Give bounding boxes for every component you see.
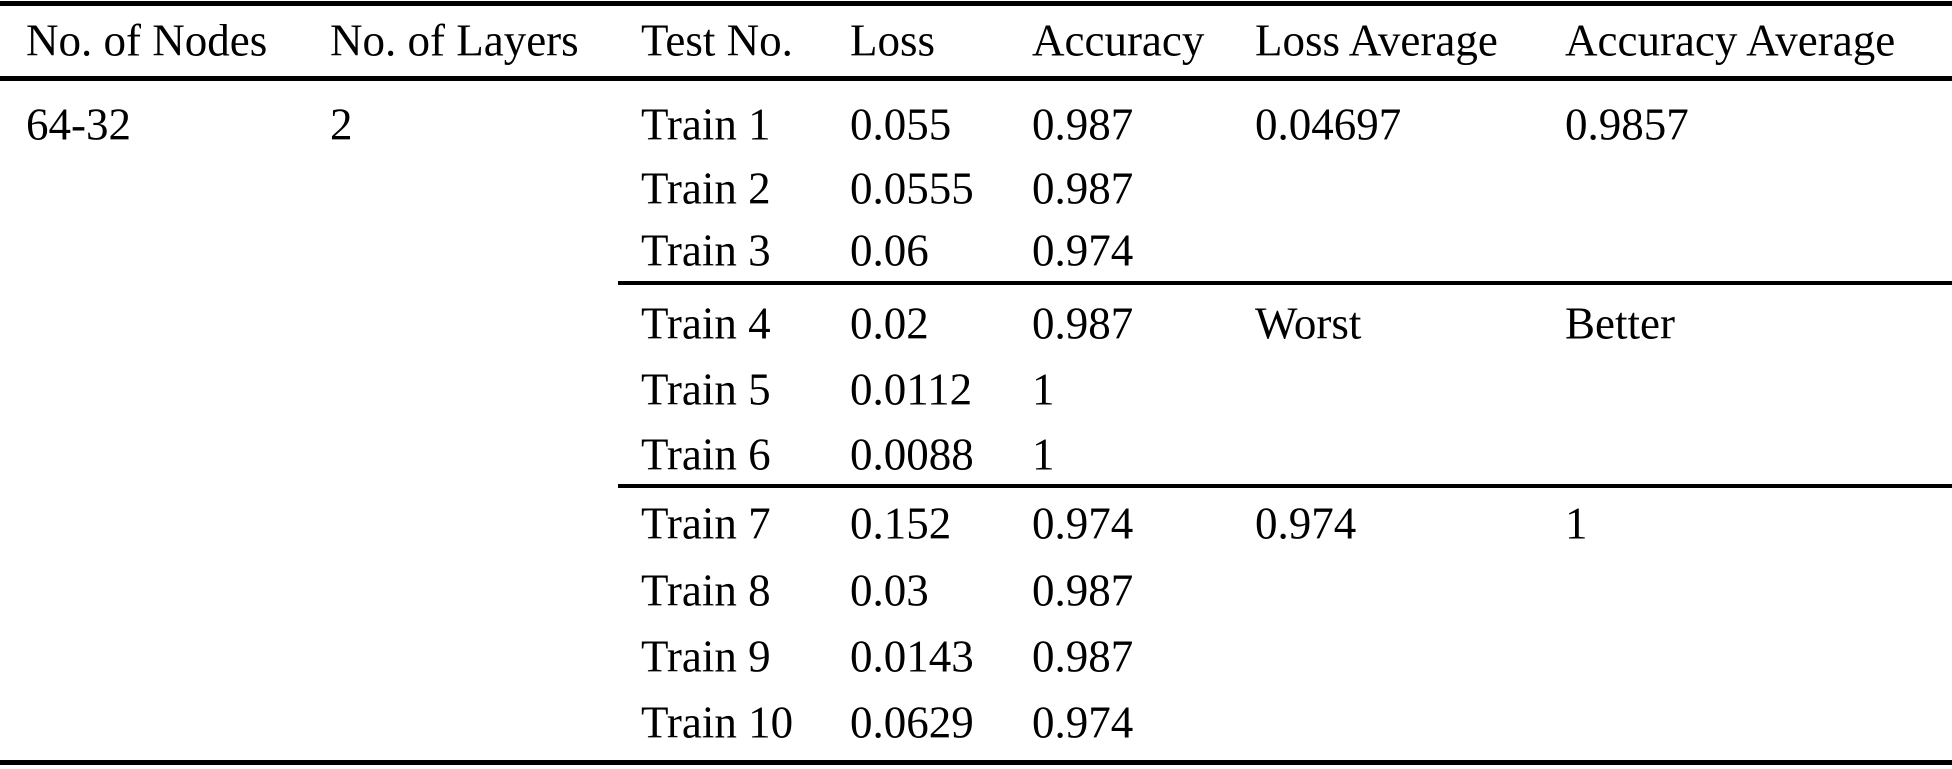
cell-train9-loss: 0.0143	[850, 631, 974, 682]
cell-train6-test: Train 6	[641, 429, 771, 480]
cell-train1-loss: 0.055	[850, 99, 952, 150]
cell-group2-loss-average: Worst	[1255, 298, 1362, 349]
cell-layers: 2	[330, 99, 353, 150]
cell-train10-loss: 0.0629	[850, 697, 974, 748]
cell-group1-acc-average: 0.9857	[1565, 99, 1689, 150]
cell-train9-accuracy: 0.987	[1032, 631, 1134, 682]
column-header-test-no: Test No.	[641, 15, 793, 66]
cell-group2-acc-average: Better	[1565, 298, 1675, 349]
cell-train4-test: Train 4	[641, 298, 771, 349]
column-header-no-of-nodes: No. of Nodes	[26, 15, 268, 66]
cell-train5-accuracy: 1	[1032, 364, 1055, 415]
cell-train4-accuracy: 0.987	[1032, 298, 1134, 349]
cell-train1-test: Train 1	[641, 99, 771, 150]
cell-train6-accuracy: 1	[1032, 429, 1055, 480]
column-header-accuracy-average: Accuracy Average	[1565, 15, 1896, 66]
cell-train3-test: Train 3	[641, 225, 771, 276]
table-bottom-rule	[0, 760, 1952, 765]
cell-nodes: 64-32	[26, 99, 131, 150]
cell-train5-loss: 0.0112	[850, 364, 973, 415]
cell-train2-loss: 0.0555	[850, 163, 974, 214]
cell-train2-accuracy: 0.987	[1032, 163, 1134, 214]
group-divider-rule-1	[618, 281, 1952, 285]
cell-group3-loss-average: 0.974	[1255, 498, 1357, 549]
column-header-accuracy: Accuracy	[1032, 15, 1205, 66]
cell-train7-accuracy: 0.974	[1032, 498, 1134, 549]
cell-train3-loss: 0.06	[850, 225, 929, 276]
cell-train8-test: Train 8	[641, 565, 771, 616]
cell-train2-test: Train 2	[641, 163, 771, 214]
cell-train5-test: Train 5	[641, 364, 771, 415]
header-underline-rule	[0, 76, 1952, 81]
cell-train8-loss: 0.03	[850, 565, 929, 616]
cell-train1-accuracy: 0.987	[1032, 99, 1134, 150]
cell-train10-accuracy: 0.974	[1032, 697, 1134, 748]
column-header-loss-average: Loss Average	[1255, 15, 1498, 66]
cell-train3-accuracy: 0.974	[1032, 225, 1134, 276]
cell-train10-test: Train 10	[641, 697, 794, 748]
column-header-no-of-layers: No. of Layers	[330, 15, 579, 66]
table-top-rule	[0, 1, 1952, 6]
group-divider-rule-2	[618, 484, 1952, 488]
column-header-loss: Loss	[850, 15, 936, 66]
cell-group3-acc-average: 1	[1565, 498, 1588, 549]
cell-train9-test: Train 9	[641, 631, 771, 682]
cell-train7-loss: 0.152	[850, 498, 952, 549]
cell-train6-loss: 0.0088	[850, 429, 974, 480]
cell-train4-loss: 0.02	[850, 298, 929, 349]
cell-train8-accuracy: 0.987	[1032, 565, 1134, 616]
cell-group1-loss-average: 0.04697	[1255, 99, 1402, 150]
cell-train7-test: Train 7	[641, 498, 771, 549]
